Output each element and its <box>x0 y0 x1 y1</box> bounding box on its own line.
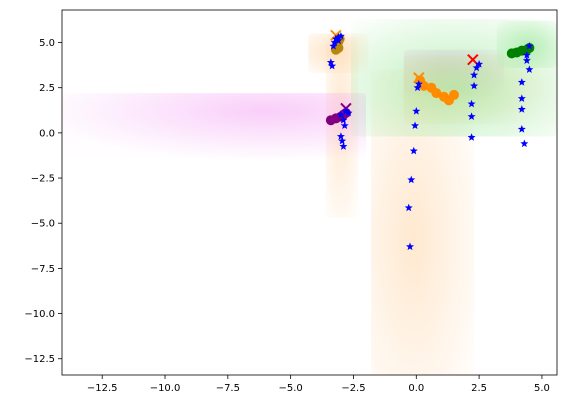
data-point-star <box>329 41 338 50</box>
data-point-star <box>406 242 414 251</box>
data-point-star <box>338 136 347 145</box>
plot-frame <box>61 9 558 376</box>
data-point <box>431 88 442 99</box>
data-point-star <box>472 63 481 72</box>
x-tick-label: 5.0 <box>534 383 550 394</box>
x-tick-label: −12.5 <box>87 383 118 394</box>
x-tick-label: −7.5 <box>216 383 240 394</box>
data-point-star <box>467 99 476 108</box>
data-point-star <box>517 105 526 113</box>
x-tick-label: 0.0 <box>408 383 424 394</box>
data-point-star <box>517 125 526 133</box>
data-point-star <box>467 112 476 121</box>
data-point-star <box>331 34 340 43</box>
data-point-star <box>517 94 526 102</box>
x-tick-label: −10.0 <box>150 383 181 394</box>
data-point-star <box>413 83 422 92</box>
data-point-star <box>330 38 339 46</box>
y-tick-label: 2.5 <box>39 83 55 94</box>
series-layer <box>325 29 535 251</box>
data-point-star <box>412 106 421 115</box>
y-tick-label: −5.0 <box>31 219 55 230</box>
y-tick-label: 5.0 <box>39 38 55 49</box>
data-point-star <box>470 81 479 90</box>
y-tick-label: −10.0 <box>24 309 55 320</box>
data-point-star <box>475 60 484 68</box>
x-tick-label: −2.5 <box>341 383 365 394</box>
data-point-star <box>414 79 423 88</box>
data-point-star <box>341 106 350 115</box>
data-point-star <box>336 132 345 140</box>
data-point-star <box>525 41 534 50</box>
data-point-star <box>470 70 479 79</box>
data-point-star <box>517 78 526 86</box>
y-tick-label: −2.5 <box>31 174 55 185</box>
data-point-star <box>411 121 420 130</box>
data-point-star <box>522 50 531 59</box>
data-point-star <box>522 56 531 64</box>
data-point <box>448 89 459 100</box>
data-point-star <box>344 108 353 117</box>
data-point-star <box>520 139 529 148</box>
y-tick-label: −12.5 <box>24 354 55 365</box>
x-tick-label: 2.5 <box>471 383 487 394</box>
density-layer <box>62 19 557 375</box>
data-point-star <box>409 146 418 155</box>
density-region <box>62 93 367 159</box>
data-point-star <box>339 142 348 150</box>
y-tick-label: −7.5 <box>31 264 55 275</box>
data-point-star <box>407 175 416 184</box>
data-point-star <box>334 36 343 45</box>
x-axis: −12.5 −10.0 −7.5 −5.0 −2.5 0.0 2.5 5.0 <box>87 375 550 394</box>
y-tick-label: 0.0 <box>39 128 55 139</box>
data-point-star <box>404 203 413 212</box>
data-point-star <box>525 65 534 74</box>
density-region <box>371 69 475 375</box>
y-axis: 5.0 2.5 0.0 −2.5 −5.0 −7.5 −10.0 −12.5 <box>24 38 62 365</box>
data-point-star <box>336 32 345 40</box>
data-point-star <box>467 133 476 141</box>
data-point-x <box>413 72 425 84</box>
data-point-star <box>339 116 348 124</box>
data-point-star <box>340 121 349 130</box>
data-point-star <box>328 61 337 70</box>
data-point-star <box>326 58 335 66</box>
data-point-star <box>336 110 345 119</box>
x-tick-label: −5.0 <box>279 383 303 394</box>
